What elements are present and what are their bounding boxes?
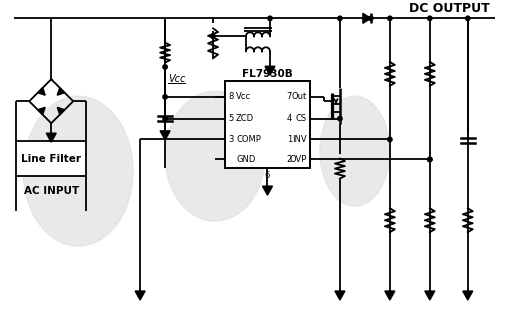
Text: 6: 6: [264, 171, 270, 180]
Text: INV: INV: [292, 135, 307, 144]
Polygon shape: [384, 291, 394, 300]
Circle shape: [337, 116, 341, 121]
Text: 7: 7: [286, 92, 291, 101]
Ellipse shape: [319, 96, 389, 206]
Polygon shape: [160, 131, 170, 140]
Text: FL7930B: FL7930B: [241, 69, 292, 79]
Polygon shape: [57, 107, 65, 115]
Text: ZCD: ZCD: [235, 114, 254, 123]
Polygon shape: [135, 291, 145, 300]
Text: OVP: OVP: [289, 155, 307, 164]
Circle shape: [387, 16, 391, 21]
Circle shape: [465, 16, 469, 21]
Circle shape: [163, 65, 167, 69]
Text: 3: 3: [228, 135, 233, 144]
Text: DC OUTPUT: DC OUTPUT: [409, 2, 489, 15]
Ellipse shape: [23, 96, 133, 246]
Text: Vcc: Vcc: [168, 74, 185, 84]
Text: Out: Out: [291, 92, 307, 101]
Text: 8: 8: [228, 92, 233, 101]
Polygon shape: [334, 291, 344, 300]
Text: 2: 2: [286, 155, 291, 164]
Polygon shape: [462, 291, 472, 300]
Circle shape: [211, 34, 215, 39]
Text: 5: 5: [228, 114, 233, 123]
Circle shape: [163, 95, 167, 99]
Text: COMP: COMP: [235, 135, 261, 144]
Text: GND: GND: [235, 155, 255, 164]
Ellipse shape: [165, 91, 265, 221]
Polygon shape: [265, 66, 274, 75]
Text: 4: 4: [286, 114, 291, 123]
Circle shape: [427, 157, 431, 162]
FancyBboxPatch shape: [16, 141, 86, 176]
Text: Line Filter: Line Filter: [21, 154, 81, 164]
Circle shape: [337, 16, 341, 21]
Text: CS: CS: [295, 114, 307, 123]
Polygon shape: [38, 107, 45, 115]
Text: AC INPUT: AC INPUT: [24, 186, 79, 196]
Circle shape: [163, 116, 167, 121]
FancyBboxPatch shape: [225, 81, 310, 168]
Circle shape: [368, 16, 372, 21]
Polygon shape: [262, 186, 272, 195]
Circle shape: [387, 137, 391, 142]
Text: 1: 1: [286, 135, 291, 144]
Circle shape: [427, 157, 431, 162]
Polygon shape: [46, 133, 56, 142]
Text: Vcc: Vcc: [235, 92, 250, 101]
Circle shape: [267, 16, 272, 21]
Circle shape: [427, 16, 431, 21]
Polygon shape: [362, 13, 370, 23]
Polygon shape: [38, 88, 45, 95]
Polygon shape: [424, 291, 434, 300]
Polygon shape: [57, 88, 65, 95]
